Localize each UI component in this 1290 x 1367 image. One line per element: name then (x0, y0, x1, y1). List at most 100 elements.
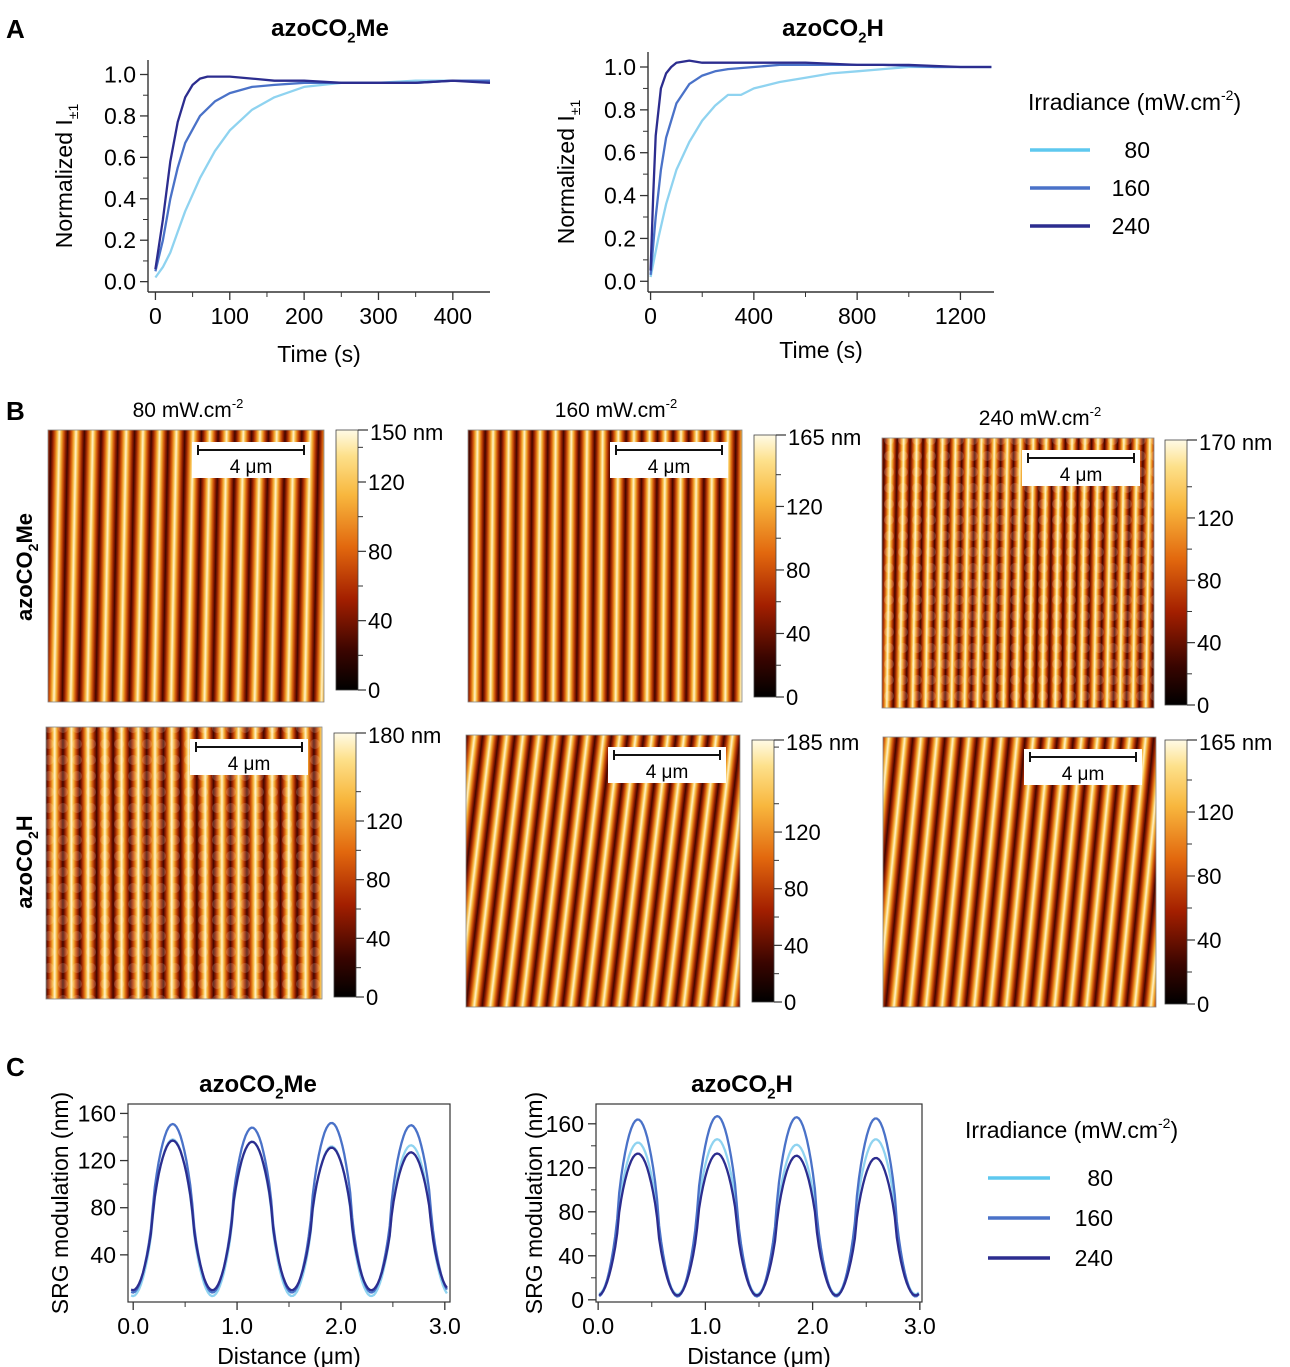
y-tick-label: 0.6 (604, 140, 636, 166)
afm-column-title: 160 mW.cm-2 (555, 396, 677, 422)
x-tick-label: 1.0 (689, 1313, 721, 1339)
x-tick-label: 1200 (935, 303, 986, 329)
colorbar-tick-label: 0 (1197, 992, 1209, 1017)
colorbar-tick-label: 80 (366, 868, 390, 893)
y-tick-label: 0.0 (104, 269, 136, 295)
series-line-80 (649, 65, 992, 278)
x-tick-label: 0 (644, 303, 657, 329)
colorbar-max-label: 165 nm (1199, 730, 1272, 755)
x-tick-label: 2.0 (797, 1313, 829, 1339)
x-tick-label: 2.0 (325, 1313, 357, 1339)
chart-a-azoco2h: azoCO2H 0 400 800 1200 0.0 0.2 0.4 0.6 0.8 1.0 Time… (553, 15, 994, 363)
afm-row-label: azoCO2Me (12, 513, 41, 621)
scale-bar-box (1024, 749, 1142, 785)
y-tick-label: 0.6 (104, 144, 136, 170)
y-tick-label: 0.2 (104, 227, 136, 253)
x-tick-label: 1.0 (221, 1313, 253, 1339)
colorbar: 170 nm 0 40 80 120 (1164, 430, 1272, 718)
legend-a-title: Irradiance (mW.cm-2) (1028, 87, 1241, 115)
panel-label-b: B (6, 396, 25, 426)
x-tick-label: 0 (149, 303, 162, 329)
colorbar-tick-label: 40 (786, 621, 810, 646)
series-line-240 (130, 1139, 448, 1292)
scale-bar-label: 4 μm (648, 457, 691, 478)
scale-bar-label: 4 μm (1060, 465, 1103, 486)
x-axis-label: Time (s) (779, 337, 862, 363)
afm-image: 4 μm (881, 437, 1155, 709)
afm-image: 4 μm (467, 429, 743, 703)
afm-image: 4 μm (465, 734, 741, 1008)
y-axis-label: Normalized I±1 (51, 104, 81, 249)
y-tick-label: 120 (546, 1155, 584, 1181)
chart-title: azoCO2H (782, 15, 884, 47)
scale-bar-label: 4 μm (646, 762, 689, 783)
y-tick-label: 0.8 (104, 103, 136, 129)
colorbar-tick-label: 80 (784, 877, 808, 902)
x-tick-label: 0.0 (117, 1313, 149, 1339)
x-tick-label: 100 (211, 303, 249, 329)
colorbar-tick-label: 80 (368, 539, 392, 564)
y-tick-label: 1.0 (604, 54, 636, 80)
y-tick-label: 1.0 (104, 62, 136, 88)
scale-bar-label: 4 μm (1062, 764, 1105, 785)
x-axis-label: Distance (μm) (217, 1343, 361, 1367)
colorbar-max-label: 165 nm (788, 425, 861, 450)
colorbar: 150 nm 0 40 80 120 (335, 420, 443, 703)
y-tick-label: 40 (90, 1242, 116, 1268)
colorbar-tick-label: 120 (368, 470, 405, 495)
colorbar-max-label: 180 nm (368, 723, 441, 748)
chart-c-azoco2me: azoCO2Me 0.0 1.0 2.0 3.0 40 80 120 160 Distance (… (47, 1071, 461, 1367)
colorbar: 185 nm 0 40 80 120 (751, 730, 859, 1015)
chart-title: azoCO2Me (199, 1071, 317, 1103)
colorbar-max-label: 185 nm (786, 730, 859, 755)
afm-row-label: azoCO2H (12, 815, 41, 908)
colorbar: 165 nm 0 40 80 120 (753, 425, 861, 710)
colorbar-max-label: 150 nm (370, 420, 443, 445)
chart-title: azoCO2H (691, 1071, 793, 1103)
panel-label-c: C (6, 1052, 25, 1082)
x-tick-label: 400 (434, 303, 472, 329)
afm-column-title: 80 mW.cm-2 (133, 396, 244, 422)
colorbar-tick-label: 0 (1197, 693, 1209, 718)
series-line-240 (598, 1152, 920, 1297)
legend-c-label-80: 80 (1087, 1165, 1113, 1191)
scale-bar-label: 4 μm (230, 457, 273, 478)
panel-label-a: A (6, 14, 25, 44)
colorbar-tick-label: 40 (366, 926, 390, 951)
colorbar-tick-label: 120 (784, 820, 821, 845)
x-tick-label: 0.0 (582, 1313, 614, 1339)
colorbar-tick-label: 120 (1197, 506, 1234, 531)
y-tick-label: 0 (571, 1287, 584, 1313)
y-tick-label: 0.4 (104, 186, 136, 212)
legend-c-title: Irradiance (mW.cm-2) (965, 1115, 1178, 1143)
afm-panel: 80 mW.cm-2 160 mW.cm-2 240 mW.cm-2 azoCO2Me… (12, 396, 1272, 1017)
y-tick-label: 0.8 (604, 97, 636, 123)
y-tick-label: 120 (78, 1148, 116, 1174)
series-line-160 (130, 1121, 448, 1294)
x-tick-label: 200 (285, 303, 323, 329)
scale-bar-box (190, 739, 308, 775)
colorbar-tick-label: 120 (1197, 800, 1234, 825)
afm-image: 4 μm (882, 736, 1157, 1008)
colorbar-max-label: 170 nm (1199, 430, 1272, 455)
colorbar-tick-label: 120 (366, 809, 403, 834)
colorbar-tick-label: 0 (368, 678, 380, 703)
series-line-240 (154, 75, 491, 270)
legend-c-label-240: 240 (1075, 1245, 1113, 1271)
x-axis-label: Time (s) (277, 341, 360, 367)
y-tick-label: 40 (558, 1243, 584, 1269)
colorbar-tick-label: 80 (1197, 864, 1221, 889)
colorbar-tick-label: 40 (1197, 928, 1221, 953)
scale-bar-box (610, 442, 728, 478)
plot-frame (595, 1103, 923, 1303)
scale-bar-box (1022, 450, 1140, 486)
colorbar-tick-label: 40 (368, 609, 392, 634)
y-axis-label: Normalized I±1 (553, 100, 583, 245)
colorbar-tick-label: 40 (1197, 631, 1221, 656)
x-tick-label: 300 (359, 303, 397, 329)
x-tick-label: 800 (838, 303, 876, 329)
colorbar-tick-label: 0 (366, 985, 378, 1010)
afm-image: 4 μm (45, 726, 323, 1000)
afm-image: 4 μm (47, 429, 325, 703)
